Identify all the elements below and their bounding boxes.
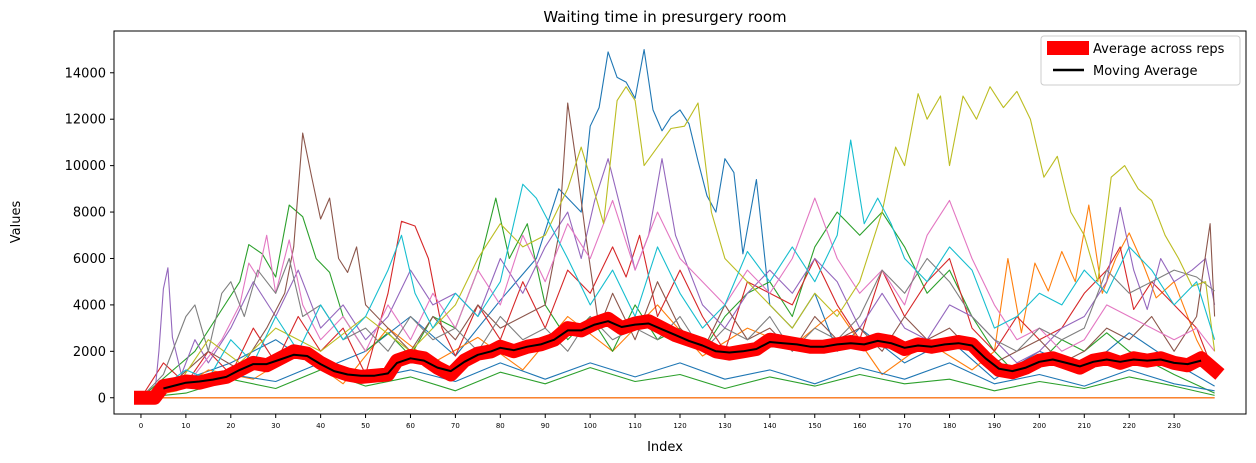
x-tick-label: 100 — [583, 422, 596, 430]
legend-box — [1040, 35, 1241, 86]
x-tick-label: 210 — [1078, 422, 1091, 430]
replicate-line-9 — [140, 86, 1216, 399]
x-tick-label: 30 — [271, 422, 280, 430]
moving-average-line-group — [163, 320, 1202, 390]
replicate-line-2 — [140, 204, 1216, 399]
x-tick-label: 120 — [673, 422, 686, 430]
x-tick-label: 230 — [1167, 422, 1180, 430]
moving-average-line — [163, 320, 1202, 390]
average-line — [134, 311, 1225, 405]
x-tick-label: 40 — [316, 422, 325, 430]
y-tick-label: 8000 — [73, 206, 106, 221]
y-tick-label: 4000 — [73, 298, 106, 313]
x-tick-label: 10 — [181, 422, 190, 430]
replicate-line-4 — [140, 220, 1216, 399]
replicate-line-3 — [140, 197, 1215, 399]
x-axis-label: Index — [647, 440, 683, 455]
chart-title: Waiting time in presurgery room — [543, 8, 786, 26]
replicate-line-11 — [141, 362, 1215, 399]
y-tick-label: 10000 — [65, 159, 106, 174]
x-tick-label: 60 — [406, 422, 415, 430]
x-tick-label: 160 — [853, 422, 866, 430]
y-axis-label: Values — [9, 201, 24, 244]
x-axis: 0 10 20 30 40 50 60 70 80 90 100 110 120 130 140 150 160… — [139, 414, 1181, 430]
x-tick-label: 20 — [226, 422, 235, 430]
y-tick-label: 0 — [98, 391, 106, 406]
x-tick-label: 50 — [361, 422, 370, 430]
x-tick-label: 90 — [541, 422, 550, 430]
x-tick-label: 0 — [139, 422, 143, 430]
x-tick-label: 170 — [898, 422, 911, 430]
legend-label-moving-average: Moving Average — [1093, 64, 1197, 79]
y-tick-label: 6000 — [73, 252, 106, 267]
y-tick-label: 2000 — [73, 345, 106, 360]
y-axis: 0 2000 4000 6000 8000 10000 12000 14000 — [65, 66, 114, 406]
x-tick-label: 80 — [496, 422, 505, 430]
y-tick-label: 12000 — [65, 113, 106, 128]
x-tick-label: 130 — [718, 422, 731, 430]
replicate-line-6 — [140, 102, 1216, 399]
x-tick-label: 70 — [451, 422, 460, 430]
x-tick-label: 150 — [808, 422, 821, 430]
replicate-line-7 — [140, 197, 1216, 399]
replicate-line-1 — [140, 49, 1215, 399]
x-tick-label: 190 — [988, 422, 1001, 430]
y-tick-label: 14000 — [65, 66, 106, 81]
replicate-line-10 — [140, 139, 1216, 399]
legend-label-average: Average across reps — [1093, 42, 1225, 57]
x-tick-label: 140 — [763, 422, 776, 430]
legend: Average across reps Moving Average — [1040, 35, 1241, 86]
x-tick-label: 220 — [1123, 422, 1136, 430]
x-tick-label: 180 — [943, 422, 956, 430]
x-tick-label: 110 — [628, 422, 641, 430]
average-line-group — [134, 311, 1225, 405]
replicate-line-12 — [140, 367, 1215, 399]
replicate-lines — [140, 49, 1216, 399]
x-tick-label: 200 — [1033, 422, 1046, 430]
legend-swatch-average — [1047, 41, 1089, 55]
